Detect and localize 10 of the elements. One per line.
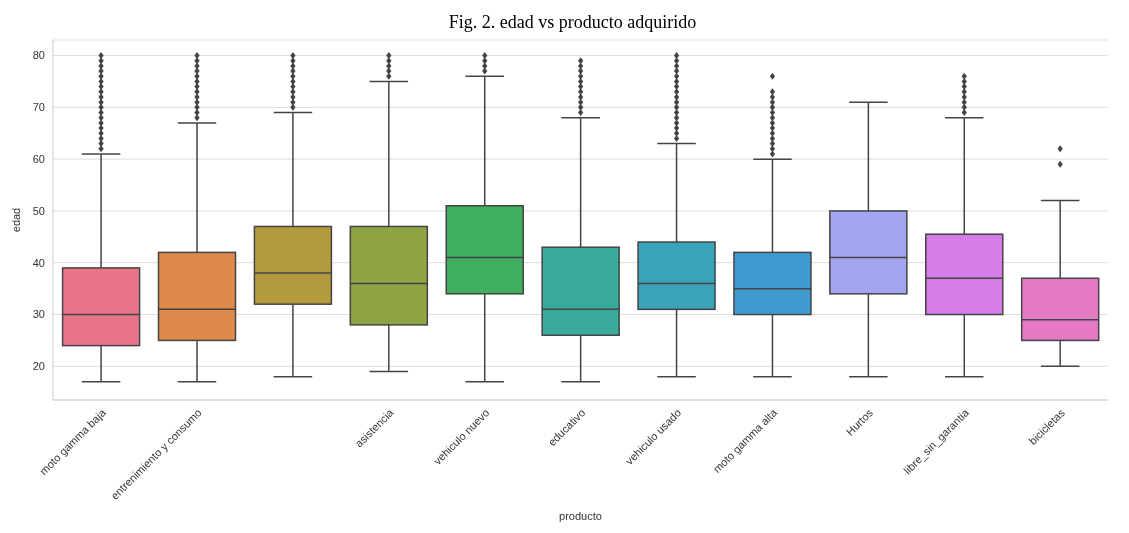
y-tick-label: 50 <box>32 204 45 217</box>
x-axis-title: producto <box>559 510 602 522</box>
y-tick-label: 70 <box>32 101 45 114</box>
chart-title: Fig. 2. edad vs producto adquirido <box>447 11 698 34</box>
y-tick-label: 60 <box>32 153 45 166</box>
y-tick-label: 40 <box>32 256 45 269</box>
y-tick-label: 30 <box>32 308 45 321</box>
y-tick-label: 80 <box>32 49 45 62</box>
y-tick-label: 20 <box>32 360 45 373</box>
y-axis-title: edad <box>9 207 22 233</box>
